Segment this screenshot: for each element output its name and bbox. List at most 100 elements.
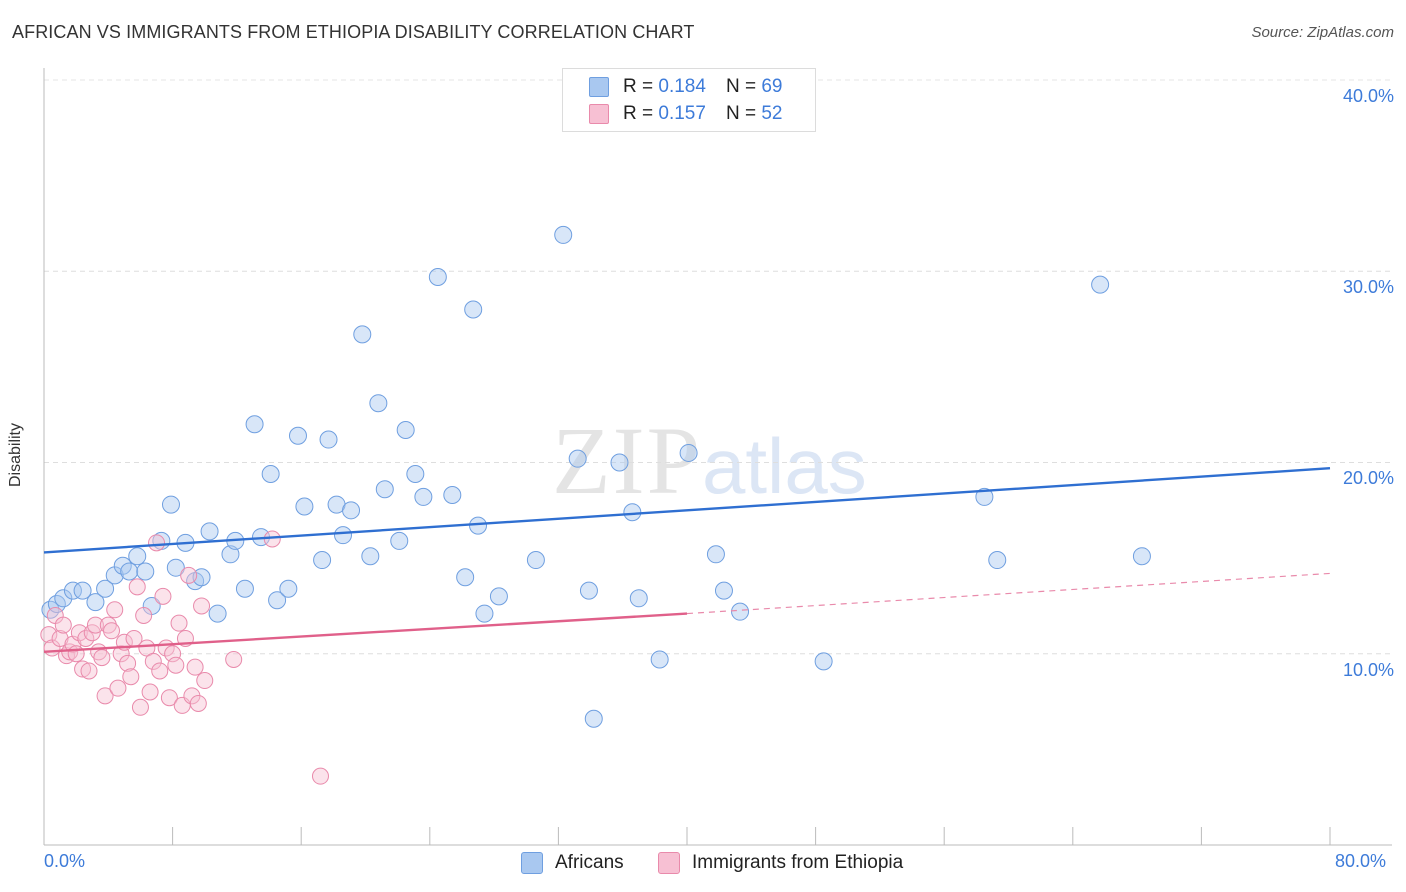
africans-point: [342, 501, 361, 520]
africans-point: [489, 587, 508, 606]
watermark-atlas: atlas: [702, 422, 867, 510]
source-label: Source: ZipAtlas.com: [1251, 24, 1394, 41]
ethiopia-point: [99, 616, 117, 634]
africans-point: [208, 604, 227, 623]
ethiopia-point: [77, 629, 95, 647]
legend-n-label: N =: [725, 76, 757, 97]
ethiopia-point: [154, 587, 172, 605]
africans-point: [814, 652, 833, 671]
africans-point: [579, 581, 598, 600]
ethiopia-point: [80, 662, 98, 680]
africans-point: [714, 581, 733, 600]
ethiopia-point: [167, 656, 185, 674]
ethiopia-point: [40, 626, 58, 644]
africans-point: [706, 545, 725, 564]
africans-point: [245, 415, 264, 434]
africans-point: [584, 709, 603, 728]
y-tick-label: 30.0%: [1342, 277, 1394, 297]
africans-point: [526, 551, 545, 570]
africans-point: [353, 325, 372, 344]
ethiopia-point: [151, 662, 169, 680]
africans-point: [73, 581, 92, 600]
africans-point: [456, 568, 475, 587]
chart-title: AFRICAN VS IMMIGRANTS FROM ETHIOPIA DISA…: [12, 22, 695, 42]
ethiopia-trendline-projection: [686, 572, 1331, 615]
series-legend: Africans Immigrants from Ethiopia: [0, 850, 1406, 880]
africans-point: [313, 551, 332, 570]
ethiopia-point: [103, 622, 121, 640]
ethiopia-point: [186, 658, 204, 676]
africans-point: [428, 267, 447, 286]
ethiopia-point: [70, 624, 88, 642]
legend-swatch-ethiopia: [658, 852, 680, 874]
africans-point: [319, 430, 338, 449]
legend-label-africans: Africans: [555, 852, 624, 873]
africans-point: [406, 464, 425, 483]
africans-point: [279, 579, 298, 598]
ethiopia-point: [135, 607, 153, 624]
africans-point: [469, 516, 488, 535]
africans-point: [629, 589, 648, 608]
africans-point: [295, 497, 314, 516]
y-tick-label: 20.0%: [1342, 468, 1394, 488]
africans-point: [120, 562, 139, 581]
ethiopia-point: [96, 687, 114, 705]
legend-item-africans[interactable]: Africans: [521, 852, 624, 874]
africans-point: [261, 464, 280, 483]
africans-point: [443, 486, 462, 505]
ethiopia-point: [180, 566, 198, 584]
y-tick-label: 40.0%: [1342, 86, 1394, 106]
x-tick-label: 80.0%: [1335, 851, 1387, 871]
africans-point: [650, 650, 669, 669]
ethiopia-point: [196, 672, 214, 690]
legend-item-ethiopia[interactable]: Immigrants from Ethiopia: [658, 852, 903, 874]
ethiopia-point: [122, 668, 140, 686]
ethiopia-point: [170, 614, 188, 632]
legend-label-ethiopia: Immigrants from Ethiopia: [692, 852, 904, 873]
africans-point: [288, 426, 307, 445]
africans-point: [96, 579, 115, 598]
ethiopia-point: [160, 689, 178, 707]
x-tick-label: 0.0%: [44, 851, 86, 871]
ethiopia-point: [144, 652, 162, 670]
legend-r-label: R =: [623, 76, 654, 97]
y-tick-label: 10.0%: [1342, 660, 1394, 680]
ethiopia-point: [131, 698, 149, 716]
africans-point: [554, 225, 573, 244]
africans-point: [192, 568, 211, 587]
ethiopia-point: [225, 650, 243, 668]
africans-point: [568, 449, 587, 468]
africans-point: [1132, 547, 1151, 566]
africans-point: [235, 579, 254, 598]
africans-point: [623, 503, 642, 522]
ethiopia-point: [54, 616, 72, 634]
africans-point: [136, 562, 155, 581]
africans-point: [268, 591, 287, 610]
africans-point: [464, 300, 483, 319]
africans-point: [54, 589, 73, 608]
africans-point: [86, 593, 105, 612]
africans-point: [414, 487, 433, 506]
legend-r-value: 0.184: [658, 76, 706, 97]
legend-n-value: 69: [761, 76, 783, 97]
watermark-zip: ZIP: [552, 407, 702, 514]
africans-point: [361, 547, 380, 566]
africans-point: [679, 443, 698, 462]
africans-point: [128, 547, 147, 566]
africans-point: [375, 480, 394, 499]
legend-r-value: 0.157: [658, 103, 706, 124]
africans-point: [475, 604, 494, 623]
africans-point: [161, 495, 180, 514]
ethiopia-point: [119, 654, 137, 672]
ethiopia-point: [141, 683, 159, 701]
africans-point: [731, 602, 750, 621]
ethiopia-point: [193, 597, 211, 615]
legend-swatch-ethiopia: [589, 104, 609, 124]
legend-n-label: N =: [725, 103, 757, 124]
legend-row-africans: R = 0.184 N = 69: [589, 74, 782, 100]
ethiopia-point: [106, 601, 124, 619]
ethiopia-point: [74, 660, 92, 678]
africans-point: [1091, 275, 1110, 294]
legend-swatch-africans: [589, 77, 609, 97]
